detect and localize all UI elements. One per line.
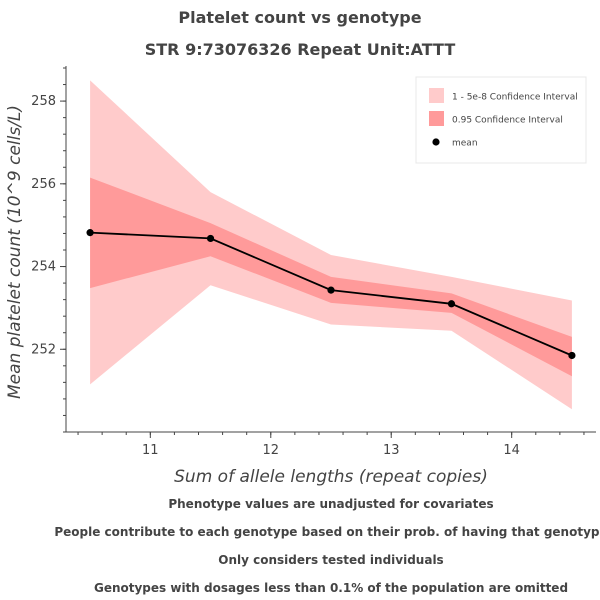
footer-note-1: Phenotype values are unadjusted for cova… bbox=[168, 497, 494, 511]
mean-line-group bbox=[86, 229, 576, 360]
legend-label: mean bbox=[452, 139, 478, 149]
legend-swatch bbox=[429, 88, 444, 103]
mean-point bbox=[86, 229, 94, 237]
y-tick-label: 252 bbox=[31, 342, 56, 357]
y-tick-label: 254 bbox=[31, 260, 56, 275]
x-tick-label: 11 bbox=[142, 443, 159, 458]
footer-note-4: Genotypes with dosages less than 0.1% of… bbox=[93, 581, 569, 595]
ci-band-1-5e-8 bbox=[90, 80, 572, 410]
footer-note-3: Only considers tested individuals bbox=[218, 553, 444, 567]
legend-marker bbox=[432, 138, 440, 146]
mean-point bbox=[206, 234, 215, 243]
legend-label: 1 - 5e-8 Confidence Interval bbox=[452, 93, 578, 103]
y-axis-label: Mean platelet count (10^9 cells/L) bbox=[5, 105, 25, 399]
ci-band-0-95 bbox=[90, 177, 572, 377]
chart-subtitle: STR 9:73076326 Repeat Unit:ATTT bbox=[144, 40, 456, 59]
mean-point bbox=[568, 351, 576, 360]
legend-box bbox=[415, 76, 587, 164]
x-tick-label: 12 bbox=[262, 443, 279, 458]
legend-swatch bbox=[429, 111, 444, 126]
x-axis-label: Sum of allele lengths (repeat copies) bbox=[174, 467, 488, 487]
axes: 252 254 256 258 11 12 13 14 Sum of allele length… bbox=[5, 66, 596, 487]
y-tick-label: 258 bbox=[31, 94, 56, 109]
footer-note-2: People contribute to each genotype based… bbox=[54, 525, 600, 539]
x-tick-label: 14 bbox=[503, 443, 520, 458]
confidence-bands bbox=[90, 80, 572, 410]
legend: 1 - 5e-8 Confidence Interval 0.95 Confide… bbox=[415, 76, 587, 164]
chart-title: Platelet count vs genotype bbox=[178, 8, 422, 27]
mean-point bbox=[327, 286, 335, 294]
y-tick-label: 256 bbox=[31, 177, 56, 192]
mean-point bbox=[447, 300, 456, 308]
legend-label: 0.95 Confidence Interval bbox=[452, 116, 563, 126]
x-tick-label: 13 bbox=[383, 443, 400, 458]
